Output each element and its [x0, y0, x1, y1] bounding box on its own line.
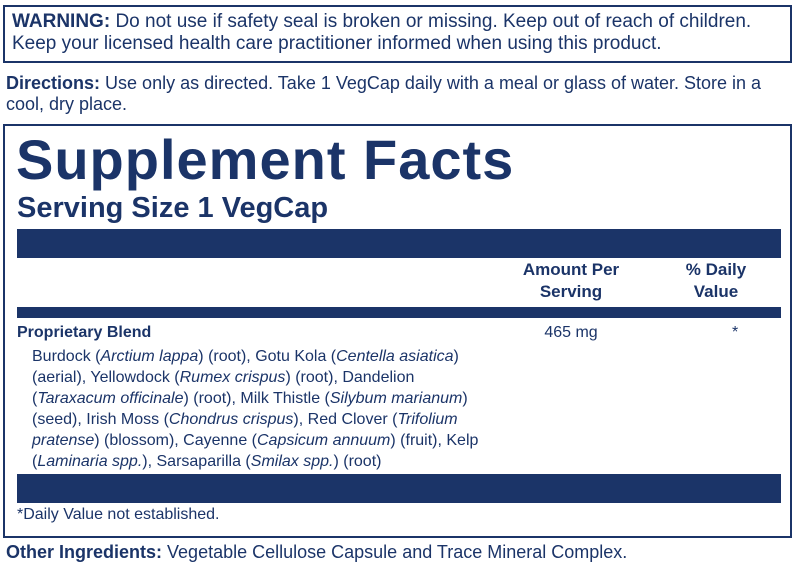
ingredient-text: ), Red Clover ( — [293, 411, 398, 428]
ingredient-text: ) (root) — [333, 453, 382, 470]
thick-bar — [17, 229, 781, 258]
latin-name: Capsicum annuum — [256, 432, 391, 449]
ingredients: Burdock (Arctium lappa) (root), Gotu Kol… — [32, 346, 502, 472]
serving-size: Serving Size 1 VegCap — [17, 192, 329, 224]
latin-name: Smilax spp. — [250, 453, 334, 470]
other-ingredients-label: Other Ingredients: — [6, 542, 163, 562]
warning: WARNING: Do not use if safety seal is br… — [12, 11, 787, 55]
ingredient-text: ) (root), Milk Thistle ( — [183, 390, 330, 407]
warning-box — [3, 5, 792, 63]
column-header: % Daily Value — [685, 260, 747, 301]
facts-title: Supplement Facts — [16, 128, 515, 191]
ingredient-text: ) (aerial), Yellowdock ( — [32, 348, 459, 386]
directions-label: Directions: — [6, 73, 101, 93]
ingredient-text: ), Sarsaparilla ( — [142, 453, 251, 470]
warning-label: WARNING: — [12, 11, 111, 32]
facts-box — [3, 124, 792, 538]
directions: Directions: Use only as directed. Take 1… — [6, 73, 791, 115]
ingredient-text: ) (blossom), Cayenne ( — [94, 432, 257, 449]
latin-name: Silybum marianum — [329, 390, 463, 407]
latin-name: Taraxacum officinale — [37, 390, 184, 407]
thick-bar — [17, 474, 781, 503]
row-amount: 465 mg — [544, 324, 598, 341]
ingredient-text: ) (fruit), Kelp ( — [32, 432, 479, 470]
row-daily-value: * — [732, 324, 739, 341]
ingredient-text: ) (root), Gotu Kola ( — [198, 348, 337, 365]
latin-name: Arctium lappa — [100, 348, 199, 365]
other-ingredients-text: Vegetable Cellulose Capsule and Trace Mi… — [167, 542, 628, 562]
latin-name: Centella asiatica — [336, 348, 454, 365]
latin-name: Rumex crispus — [179, 369, 286, 386]
column-header: Amount Per Serving — [522, 260, 620, 301]
directions-text: Use only as directed. Take 1 VegCap dail… — [6, 73, 762, 114]
latin-name: Laminaria spp. — [37, 453, 143, 470]
warning-text: Do not use if safety seal is broken or m… — [12, 11, 752, 54]
other-ingredients: Other Ingredients: Vegetable Cellulose C… — [6, 542, 791, 563]
medium-bar — [17, 307, 781, 318]
row-name: Proprietary Blend — [17, 324, 152, 341]
footnote: *Daily Value not established. — [17, 506, 220, 523]
ingredient-text: ) (root), Dandelion ( — [32, 369, 415, 407]
latin-name: Trifolium pratense — [32, 411, 458, 449]
latin-name: Chondrus crispus — [168, 411, 294, 428]
ingredient-text: Burdock ( — [32, 348, 101, 365]
ingredient-text: ) (seed), Irish Moss ( — [32, 390, 468, 428]
